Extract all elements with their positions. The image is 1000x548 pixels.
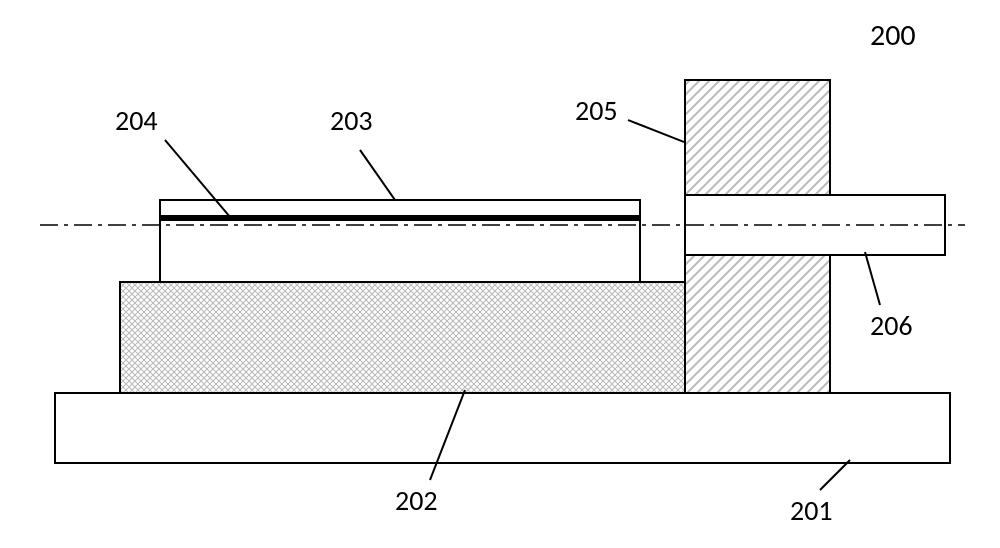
leader-203 bbox=[360, 150, 395, 200]
label-201: 201 bbox=[790, 493, 833, 528]
part-203-top bbox=[160, 200, 640, 216]
label-206: 206 bbox=[870, 308, 913, 343]
engineering-diagram: 200 204 203 205 206 202 201 bbox=[0, 0, 1000, 548]
leader-205 bbox=[628, 120, 684, 142]
part-202-block bbox=[120, 282, 685, 393]
label-203: 203 bbox=[330, 103, 373, 138]
part-201-base bbox=[55, 393, 950, 463]
label-202: 202 bbox=[395, 483, 438, 518]
label-205: 205 bbox=[575, 93, 618, 128]
leader-206 bbox=[865, 252, 880, 305]
slab-under-203 bbox=[160, 218, 640, 282]
leader-201 bbox=[820, 460, 850, 490]
label-204: 204 bbox=[115, 103, 158, 138]
shapes-layer bbox=[55, 80, 950, 463]
figure-number-200: 200 bbox=[870, 17, 916, 54]
